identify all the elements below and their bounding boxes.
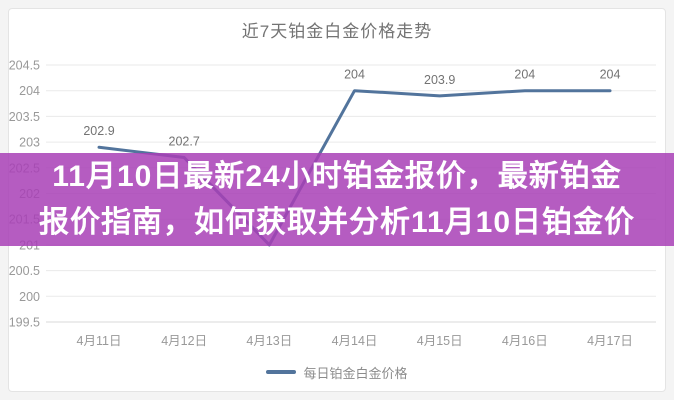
- legend[interactable]: 每日铂金白金价格: [0, 362, 674, 382]
- svg-text:204.5: 204.5: [9, 59, 40, 73]
- svg-text:4月15日: 4月15日: [417, 334, 463, 348]
- headline-line-2: 报价指南，如何获取并分析11月10日铂金价: [38, 205, 636, 239]
- svg-text:4月14日: 4月14日: [332, 334, 378, 348]
- svg-text:204: 204: [19, 84, 40, 98]
- svg-text:4月12日: 4月12日: [161, 334, 207, 348]
- svg-text:203.5: 203.5: [9, 110, 40, 124]
- svg-text:204: 204: [514, 68, 535, 82]
- chart-title: 近7天铂金白金价格走势: [241, 22, 433, 41]
- svg-text:200: 200: [19, 290, 40, 304]
- svg-text:4月11日: 4月11日: [77, 334, 122, 348]
- legend-line-marker: [266, 370, 297, 374]
- svg-text:204: 204: [600, 68, 621, 82]
- svg-text:202.9: 202.9: [83, 124, 114, 138]
- headline-overlay-banner: 11月10日最新24小时铂金报价，最新铂金 报价指南，如何获取并分析11月10日…: [0, 153, 674, 246]
- headline-line-1: 11月10日最新24小时铂金报价，最新铂金: [52, 159, 622, 193]
- svg-text:4月16日: 4月16日: [502, 334, 548, 348]
- svg-text:200.5: 200.5: [9, 264, 40, 278]
- svg-text:204: 204: [344, 68, 365, 82]
- svg-text:4月17日: 4月17日: [587, 334, 633, 348]
- svg-text:203: 203: [19, 136, 40, 150]
- svg-text:199.5: 199.5: [9, 316, 40, 330]
- svg-text:202.7: 202.7: [169, 135, 200, 149]
- svg-text:203.9: 203.9: [424, 73, 455, 87]
- svg-text:4月13日: 4月13日: [246, 334, 292, 348]
- legend-label: 每日铂金白金价格: [303, 365, 408, 381]
